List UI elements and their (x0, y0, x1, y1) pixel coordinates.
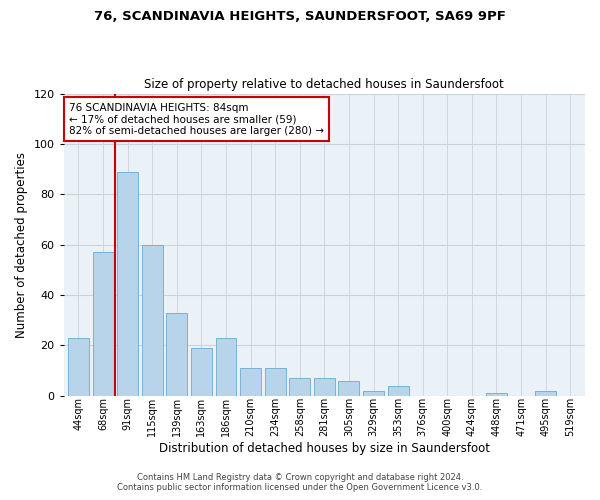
Bar (166, 312, 187, 396)
X-axis label: Distribution of detached houses by size in Saundersfoot: Distribution of detached houses by size … (159, 442, 490, 455)
Text: Contains HM Land Registry data © Crown copyright and database right 2024.
Contai: Contains HM Land Registry data © Crown c… (118, 473, 482, 492)
Bar (338, 380, 359, 396)
Bar (117, 172, 138, 396)
Bar (68, 338, 89, 396)
Bar (363, 390, 384, 396)
Bar (92, 252, 113, 396)
Bar (191, 348, 212, 396)
Bar (289, 378, 310, 396)
Bar (265, 368, 286, 396)
Text: 76 SCANDINAVIA HEIGHTS: 84sqm
← 17% of detached houses are smaller (59)
82% of s: 76 SCANDINAVIA HEIGHTS: 84sqm ← 17% of d… (69, 102, 324, 136)
Bar (215, 338, 236, 396)
Bar (240, 368, 261, 396)
Bar (486, 393, 507, 396)
Title: Size of property relative to detached houses in Saundersfoot: Size of property relative to detached ho… (145, 78, 504, 91)
Text: 76, SCANDINAVIA HEIGHTS, SAUNDERSFOOT, SA69 9PF: 76, SCANDINAVIA HEIGHTS, SAUNDERSFOOT, S… (94, 10, 506, 23)
Bar (314, 378, 335, 396)
Bar (388, 386, 409, 396)
Bar (142, 244, 163, 396)
Bar (535, 390, 556, 396)
Y-axis label: Number of detached properties: Number of detached properties (15, 152, 28, 338)
